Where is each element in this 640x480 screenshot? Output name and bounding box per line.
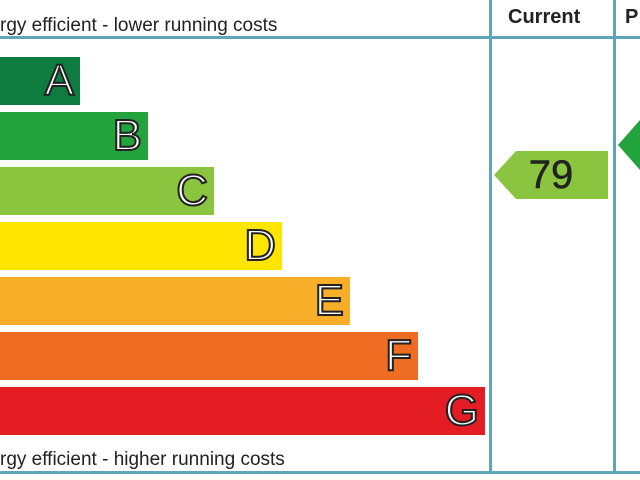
band-g-letter: G xyxy=(444,386,480,435)
current-column-header: Current xyxy=(508,6,581,28)
band-d: D xyxy=(0,222,282,270)
current-rating-value: 79 xyxy=(528,153,574,197)
header-divider xyxy=(0,36,640,39)
band-a-letter: A xyxy=(44,56,75,105)
bottom-border xyxy=(0,471,640,474)
top-caption: rgy efficient - lower running costs xyxy=(0,15,278,36)
band-c-letter: C xyxy=(175,166,209,215)
band-b: B xyxy=(0,112,148,160)
band-d-letter: D xyxy=(243,221,277,270)
potential-column-divider xyxy=(613,0,616,474)
band-e-letter: E xyxy=(314,276,345,325)
current-column-divider xyxy=(489,0,492,474)
band-a: A xyxy=(0,57,80,105)
potential-rating-arrow xyxy=(618,120,640,170)
band-f-letter: F xyxy=(384,331,413,380)
band-f: F xyxy=(0,332,418,380)
band-c: C xyxy=(0,167,214,215)
band-e: E xyxy=(0,277,350,325)
bottom-caption: rgy efficient - higher running costs xyxy=(0,449,285,470)
current-rating-arrow: 79 xyxy=(494,151,608,199)
band-b-letter: B xyxy=(112,111,143,160)
band-g: G xyxy=(0,387,485,435)
potential-column-header: P xyxy=(625,6,639,28)
